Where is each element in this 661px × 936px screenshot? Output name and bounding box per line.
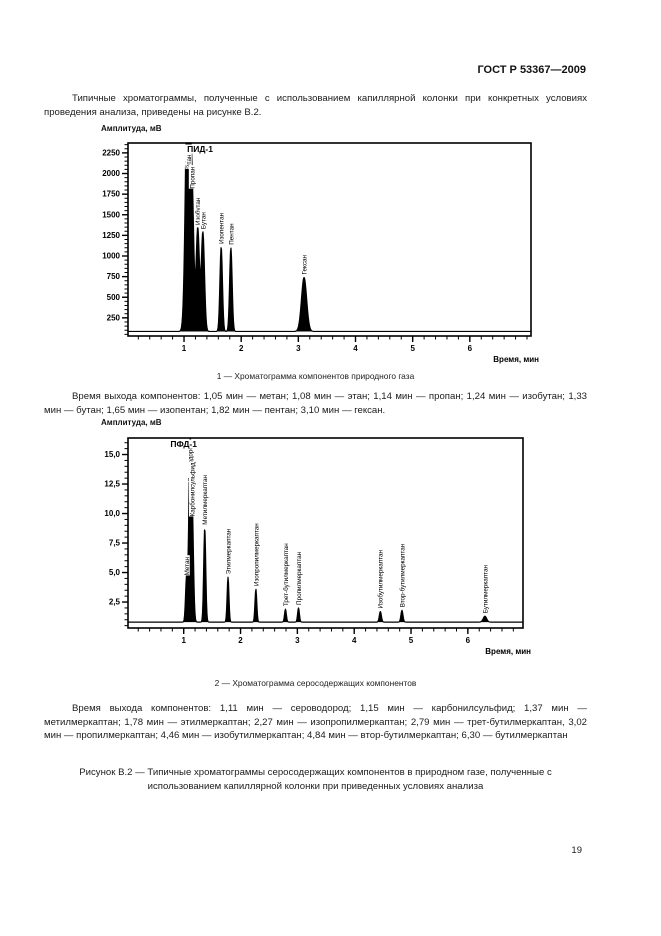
svg-text:Метилмеркаптан: Метилмеркаптан [202,475,209,525]
svg-text:Изопропилмеркаптан: Изопропилмеркаптан [253,523,260,586]
svg-text:Пропилмеркаптан: Пропилмеркаптан [296,551,303,605]
svg-text:Метан: Метан [184,557,191,576]
svg-text:2,5: 2,5 [109,598,121,607]
retention-times-paragraph-2: Время выхода компонентов: 1,11 мин — сер… [44,703,587,742]
svg-text:2000: 2000 [102,169,120,178]
svg-text:6: 6 [466,636,471,645]
chromatogram-sulfur-components: 1234562,55,07,510,012,515,0МетанСероводо… [104,437,531,656]
svg-text:2: 2 [238,636,243,645]
chart1-y-axis-label: Амплитуда, мВ [101,124,162,133]
document-header: ГОСТ Р 53367—2009 [477,64,586,76]
svg-text:Этан: Этан [186,154,193,169]
svg-text:Гексан: Гексан [301,254,308,274]
figure-caption: Рисунок В.2 — Типичные хроматограммы сер… [79,767,552,792]
chart2-y-axis-label: Амплитуда, мВ [101,418,162,427]
svg-text:ПФД-1: ПФД-1 [170,439,197,449]
svg-text:250: 250 [107,313,121,322]
svg-text:500: 500 [107,293,121,302]
page-number: 19 [571,845,582,856]
intro-paragraph: Типичные хроматограммы, полученные с исп… [44,93,587,118]
chart2-caption: 2 — Хроматограмма серосодержащих компоне… [214,678,417,688]
svg-text:10,0: 10,0 [104,509,120,518]
svg-text:5: 5 [410,344,415,353]
svg-text:3: 3 [296,344,301,353]
svg-text:1: 1 [182,344,187,353]
svg-text:1000: 1000 [102,252,120,261]
svg-text:1750: 1750 [102,190,120,199]
svg-text:Втор-бутилмеркаптан: Втор-бутилмеркаптан [398,543,406,607]
svg-text:Бутилмеркаптан: Бутилмеркаптан [482,565,489,614]
svg-text:Изобутилмеркаптан: Изобутилмеркаптан [377,549,385,608]
svg-text:5: 5 [409,636,414,645]
svg-text:Время, мин: Время, мин [493,355,539,364]
svg-text:Бутан: Бутан [200,212,207,229]
svg-text:Время, мин: Время, мин [485,647,531,656]
svg-text:7,5: 7,5 [109,539,121,548]
svg-text:Пропан: Пропан [189,166,196,188]
svg-text:Изобутан: Изобутан [194,197,202,225]
svg-text:750: 750 [107,272,121,281]
svg-text:Пентан: Пентан [228,223,235,245]
svg-text:Изопентан: Изопентан [219,212,226,244]
svg-text:1: 1 [181,636,186,645]
svg-text:1250: 1250 [102,231,120,240]
svg-text:2250: 2250 [102,148,120,157]
retention-times-paragraph-1: Время выхода компонентов: 1,05 мин — мет… [44,391,587,416]
svg-text:12,5: 12,5 [104,480,120,489]
svg-text:5,0: 5,0 [109,568,121,577]
svg-text:4: 4 [352,636,357,645]
svg-text:15,0: 15,0 [104,450,120,459]
svg-text:4: 4 [353,344,358,353]
svg-text:2: 2 [239,344,244,353]
svg-text:ПИД-1: ПИД-1 [187,144,213,154]
svg-text:Этилмеркаптан: Этилмеркаптан [225,528,232,574]
svg-text:3: 3 [295,636,300,645]
chart1-caption: 1 — Хроматограмма компонентов природного… [216,371,415,381]
svg-text:Трет-бутилмеркаптан: Трет-бутилмеркаптан [282,543,290,606]
chromatogram-natural-gas: 123456250500750100012501500175020002250М… [102,142,539,364]
svg-text:Карбонилсульфид: Карбонилсульфид [189,462,197,516]
svg-text:6: 6 [468,344,473,353]
svg-text:1500: 1500 [102,210,120,219]
